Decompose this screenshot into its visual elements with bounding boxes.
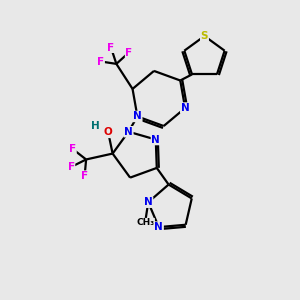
Text: O: O	[104, 128, 112, 137]
Text: F: F	[107, 43, 115, 53]
Text: F: F	[81, 171, 88, 181]
Text: F: F	[125, 48, 132, 58]
Text: N: N	[124, 127, 133, 137]
Text: N: N	[181, 103, 190, 113]
Text: CH₃: CH₃	[136, 218, 155, 227]
Text: N: N	[152, 135, 160, 145]
Text: N: N	[133, 112, 142, 122]
Text: N: N	[154, 222, 163, 232]
Text: F: F	[68, 162, 75, 172]
Text: F: F	[69, 144, 76, 154]
Text: N: N	[144, 197, 153, 207]
Text: H: H	[92, 121, 100, 131]
Text: S: S	[201, 31, 208, 41]
Text: F: F	[98, 56, 105, 67]
